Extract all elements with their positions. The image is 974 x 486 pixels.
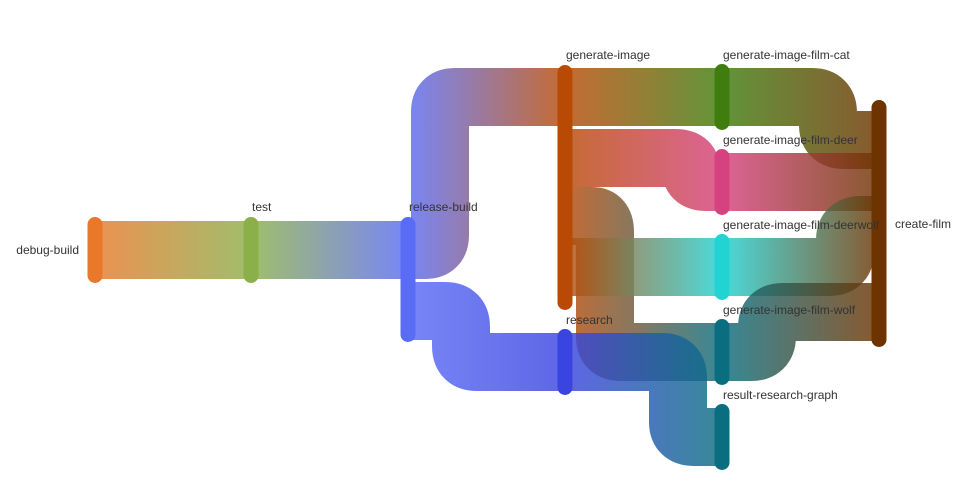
- node-generate-image-film-cat: [714, 64, 730, 130]
- link-generate-image-to-generate-image-film-deer: [565, 129, 722, 211]
- node-label-debug-build: debug-build: [16, 243, 79, 257]
- node-label-generate-image-film-deer: generate-image-film-deer: [723, 133, 858, 147]
- node-label-generate-image-film-cat: generate-image-film-cat: [723, 48, 850, 62]
- node-generate-image-film-deerwolf: [714, 234, 730, 300]
- node-result-research-graph: [714, 404, 730, 470]
- node-label-result-research-graph: result-research-graph: [723, 388, 838, 402]
- node-label-create-film: create-film: [895, 217, 951, 231]
- node-label-test: test: [252, 200, 272, 214]
- link-release-build-to-research: [408, 282, 565, 391]
- node-generate-image-film-deer: [714, 149, 730, 215]
- node-label-generate-image-film-wolf: generate-image-film-wolf: [723, 303, 856, 317]
- node-research: [557, 329, 573, 395]
- node-label-release-build: release-build: [409, 200, 478, 214]
- link-generate-image-film-cat-to-create-film: [722, 68, 879, 169]
- node-generate-image: [557, 65, 573, 310]
- node-label-research: research: [566, 313, 613, 327]
- node-test: [243, 217, 259, 283]
- link-generate-image-film-deerwolf-to-create-film: [722, 196, 879, 296]
- link-release-build-to-generate-image: [408, 68, 565, 279]
- node-create-film: [871, 100, 887, 347]
- node-release-build: [400, 217, 416, 342]
- link-research-to-result-research-graph: [565, 333, 722, 466]
- node-debug-build: [87, 217, 103, 283]
- node-generate-image-film-wolf: [714, 319, 730, 385]
- link-generate-image-film-wolf-to-create-film: [722, 283, 879, 381]
- node-label-generate-image-film-deerwolf: generate-image-film-deerwolf: [723, 218, 880, 232]
- node-label-generate-image: generate-image: [566, 48, 650, 62]
